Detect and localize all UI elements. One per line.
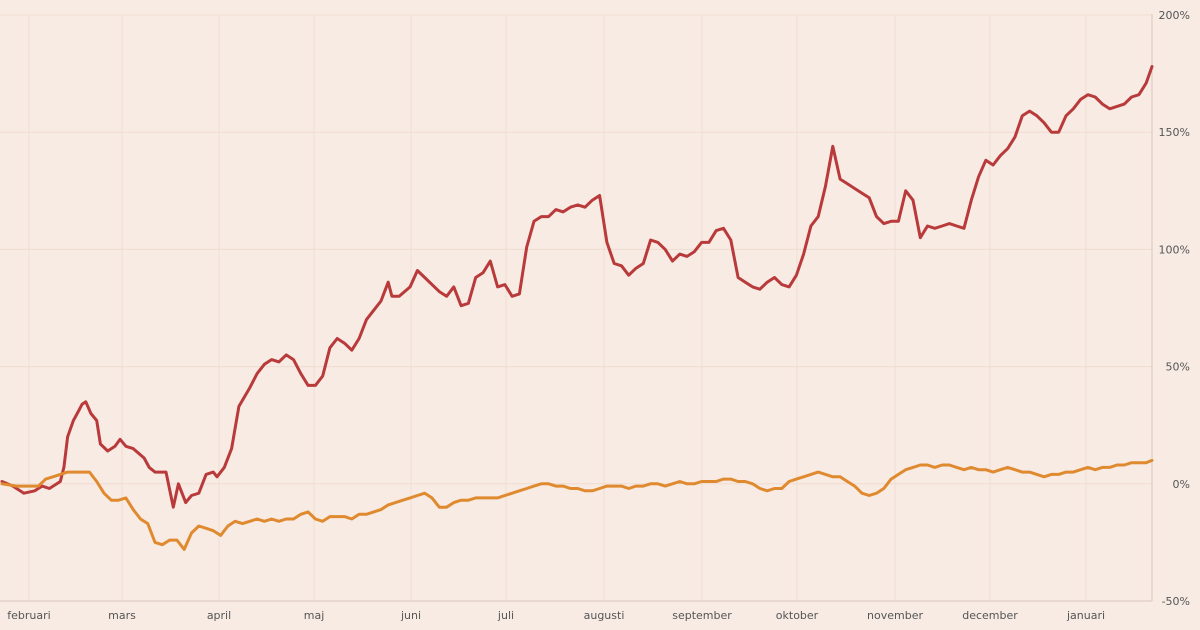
series-line-orange	[0, 458, 1154, 551]
x-tick-label: december	[962, 609, 1018, 622]
series-layer	[0, 65, 1154, 551]
x-tick-label: maj	[304, 609, 325, 622]
x-tick-label: oktober	[776, 609, 819, 622]
x-tick-label: juni	[400, 609, 421, 622]
x-tick-label: mars	[108, 609, 136, 622]
series-line-red	[0, 65, 1154, 509]
y-tick-label: 200%	[1159, 9, 1190, 22]
y-tick-label: 150%	[1159, 126, 1190, 139]
y-tick-label: -50%	[1162, 595, 1190, 608]
y-tick-labels: -50% 0% 50% 100% 150% 200%	[1159, 9, 1190, 608]
y-tick-label: 0%	[1173, 478, 1190, 491]
x-tick-label: april	[207, 609, 231, 622]
x-tick-label: augusti	[584, 609, 625, 622]
x-tick-label: november	[867, 609, 923, 622]
x-tick-label: januari	[1066, 609, 1105, 622]
x-grid	[28, 15, 1087, 601]
x-tick-label: september	[672, 609, 732, 622]
x-tick-label: juli	[497, 609, 514, 622]
y-tick-label: 50%	[1166, 361, 1190, 374]
y-grid	[0, 14, 1152, 602]
y-tick-label: 100%	[1159, 243, 1190, 256]
x-tick-labels: februari mars april maj juni juli augusti septe…	[7, 609, 1105, 622]
x-tick-label: februari	[7, 609, 50, 622]
